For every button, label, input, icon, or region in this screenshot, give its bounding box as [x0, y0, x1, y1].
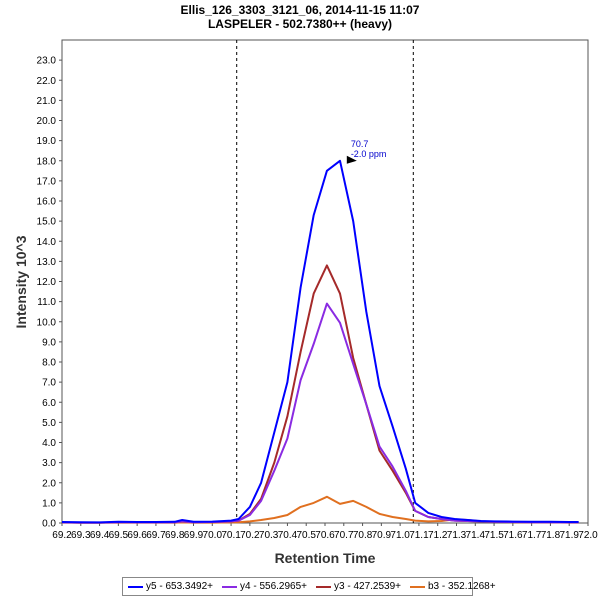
y-tick-label: 19.0: [37, 136, 57, 147]
x-tick-label: 71.1: [409, 530, 429, 541]
y-tick-label: 13.0: [37, 257, 57, 268]
y-tick-label: 2.0: [42, 478, 56, 489]
x-tick-label: 69.6: [127, 530, 147, 541]
chart-subtitle: LASPELER - 502.7380++ (heavy): [207, 17, 393, 31]
plot-border: [61, 39, 589, 524]
x-tick-label: 71.7: [522, 530, 542, 541]
legend-label: y5 - 653.3492+: [146, 581, 213, 592]
peak-marker-icon: [346, 155, 357, 164]
y-axis: 0.0 1.0 2.0 3.0 4.0 5.0 6.0 7.0 8.0 9.0 10.0 11.0 12…: [37, 56, 62, 530]
x-tick-label: 69.8: [165, 530, 185, 541]
plot-area: [61, 39, 589, 524]
y-tick-label: 22.0: [37, 76, 57, 87]
y-tick-label: 23.0: [37, 56, 57, 67]
x-tick-label: 71.8: [541, 530, 561, 541]
y-tick-label: 0.0: [42, 519, 56, 530]
legend-swatch: [316, 585, 331, 588]
x-tick-label: 70.7: [334, 530, 354, 541]
y-tick-label: 11.0: [37, 297, 56, 308]
x-tick-label: 69.7: [146, 530, 166, 541]
y-tick-label: 16.0: [37, 197, 57, 208]
y-tick-label: 10.0: [37, 317, 57, 328]
x-tick-label: 69.3: [71, 530, 91, 541]
x-tick-label: 70.9: [372, 530, 392, 541]
x-tick-label: 70.4: [278, 530, 298, 541]
x-tick-label: 70.6: [315, 530, 335, 541]
x-tick-label: 70.0: [203, 530, 223, 541]
x-tick-label: 71.6: [503, 530, 523, 541]
x-tick-label: 70.3: [259, 530, 279, 541]
legend-item: b3 - 352.1268+: [410, 581, 496, 592]
legend-label: y3 - 427.2539+: [334, 581, 401, 592]
y-tick-label: 5.0: [42, 418, 56, 429]
legend-swatch: [128, 585, 143, 588]
legend-item: y5 - 653.3492+: [128, 581, 213, 592]
x-tick-label: 72.0: [578, 530, 598, 541]
series-line-y5: [61, 159, 579, 524]
x-tick-label: 70.5: [296, 530, 316, 541]
x-tick-label: 71.0: [390, 530, 410, 541]
legend-label: b3 - 352.1268+: [428, 581, 496, 592]
y-tick-label: 3.0: [42, 458, 56, 469]
y-tick-label: 9.0: [42, 337, 56, 348]
x-tick-label: 69.2: [52, 530, 72, 541]
y-tick-label: 7.0: [42, 378, 56, 389]
legend-swatch: [222, 585, 237, 588]
y-tick-label: 8.0: [42, 358, 56, 369]
y-tick-label: 12.0: [37, 277, 57, 288]
y-tick-label: 15.0: [37, 217, 57, 228]
y-tick-label: 21.0: [37, 96, 57, 107]
x-tick-label: 71.9: [559, 530, 579, 541]
peak-annotation: 70.7 -2.0 ppm: [346, 139, 387, 164]
legend: y5 - 653.3492+ y4 - 556.2965+ y3 - 427.253…: [122, 577, 496, 596]
legend-item: y3 - 427.2539+: [316, 581, 401, 592]
chart-title: Ellis_126_3303_3121_06, 2014-11-15 11:07: [180, 3, 420, 17]
x-tick-label: 69.9: [184, 530, 204, 541]
integration-bounds: [236, 40, 414, 523]
y-tick-label: 14.0: [37, 237, 57, 248]
peak-rt-label: 70.7: [351, 139, 369, 149]
y-axis-title: Intensity 10^3: [13, 235, 29, 328]
x-tick-label: 69.4: [90, 530, 110, 541]
x-tick-label: 70.2: [240, 530, 260, 541]
x-tick-label: 70.8: [353, 530, 373, 541]
y-tick-label: 20.0: [37, 116, 57, 127]
x-tick-label: 71.4: [466, 530, 486, 541]
x-axis-title: Retention Time: [275, 550, 376, 566]
y-tick-label: 17.0: [37, 176, 57, 187]
peak-ppm-label: -2.0 ppm: [351, 149, 387, 159]
x-tick-label: 71.2: [428, 530, 448, 541]
y-tick-label: 4.0: [42, 438, 56, 449]
x-axis: 69.2 69.3 69.4 69.5 69.6 69.7 69.8 69.9 70.0 70.1…: [52, 523, 598, 541]
x-tick-label: 69.5: [109, 530, 129, 541]
y-tick-label: 6.0: [42, 398, 56, 409]
legend-label: y4 - 556.2965+: [240, 581, 307, 592]
x-tick-label: 70.1: [221, 530, 241, 541]
series-layer: [61, 159, 579, 524]
x-tick-label: 71.3: [447, 530, 467, 541]
x-tick-label: 71.5: [484, 530, 504, 541]
legend-item: y4 - 556.2965+: [222, 581, 307, 592]
y-tick-label: 18.0: [37, 156, 57, 167]
y-tick-label: 1.0: [42, 498, 56, 509]
legend-swatch: [410, 585, 425, 588]
